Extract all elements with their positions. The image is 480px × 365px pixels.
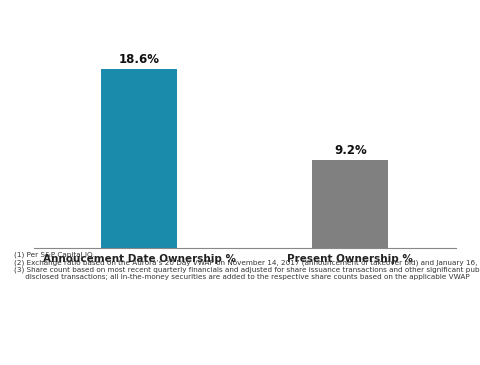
Text: 9.2%: 9.2% bbox=[334, 144, 367, 157]
Bar bbox=[101, 69, 177, 248]
Text: (1) Per S&P Capital IQ.
(2) Exchange ratio based on the Aurora’s 20 Day VWAP on : (1) Per S&P Capital IQ. (2) Exchange rat… bbox=[14, 252, 480, 280]
Text: Pro-Forma Ownership for CanniMed Shareholders: Pro-Forma Ownership for CanniMed Shareho… bbox=[35, 9, 445, 24]
Text: 18.6%: 18.6% bbox=[119, 53, 160, 66]
Bar bbox=[312, 160, 388, 248]
